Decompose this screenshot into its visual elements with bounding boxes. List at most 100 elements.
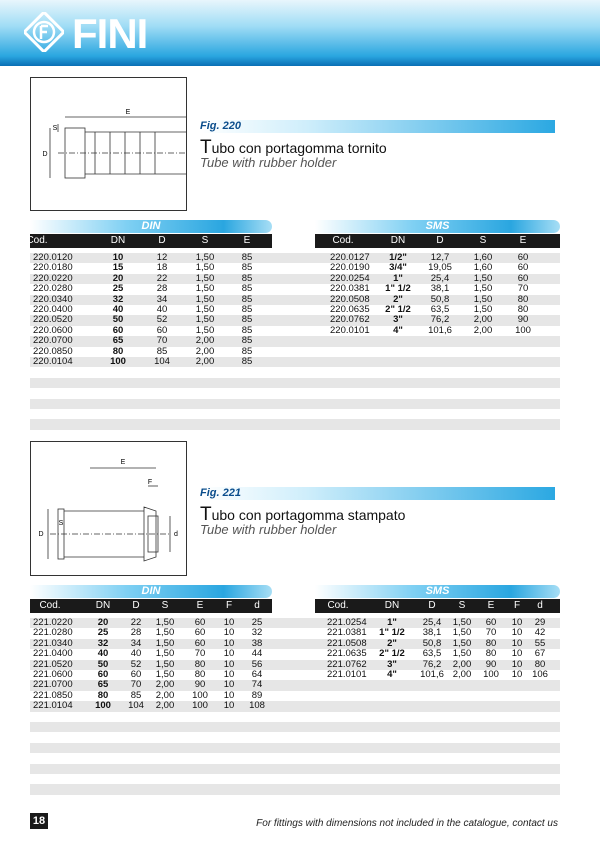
table-cell: 220.0180 <box>33 262 73 274</box>
table-cell: 1,50 <box>195 293 215 305</box>
table-cell: 221.0600 <box>33 669 73 680</box>
row-stripe <box>30 253 560 264</box>
table-cell: 100 <box>483 669 499 680</box>
table-cell: 25,4 <box>422 617 442 628</box>
table-cell: 70 <box>485 627 497 639</box>
table-cell: 10 <box>511 658 523 670</box>
table-cell: 85 <box>241 356 253 367</box>
row-stripe <box>30 357 560 368</box>
table-cell: 25,4 <box>430 272 450 284</box>
table-cell: 63,5 <box>422 648 442 660</box>
table-cell: 80 <box>485 637 497 649</box>
figure-number: Fig. 221 <box>200 487 555 500</box>
table-cell: 221.0700 <box>33 679 73 691</box>
table-cell: 12,7 <box>430 252 450 263</box>
column-header: DN <box>390 235 406 246</box>
table-cell: 1,50 <box>473 293 493 305</box>
dim-label: d <box>174 531 178 538</box>
table-cell: 85 <box>241 304 253 315</box>
column-header: D <box>428 600 436 611</box>
table-cell: 55 <box>534 637 546 649</box>
drawing: E S D <box>42 109 187 179</box>
table-cell: 74 <box>251 679 263 691</box>
table-cell: 32 <box>112 293 124 305</box>
table-cell: 220.0762 <box>330 314 370 326</box>
table-cell: 38,1 <box>422 627 442 639</box>
table-cell: 220.0254 <box>330 272 370 284</box>
table-cell: 220.0700 <box>33 335 73 347</box>
table-cell: 89 <box>251 689 263 701</box>
row-stripe <box>30 273 560 285</box>
table-cell: 22 <box>130 617 142 628</box>
table-cell: 1,50 <box>452 637 472 649</box>
table-cell: 85 <box>241 293 253 305</box>
table-cell: 221.0520 <box>33 658 73 670</box>
table-cell: 25 <box>112 283 124 295</box>
table-cell: 85 <box>241 283 253 295</box>
dim-label: F <box>148 479 152 486</box>
column-header: Cod. <box>26 235 48 246</box>
table-cell: 1" 1/2 <box>379 627 405 639</box>
table-cell: 19,05 <box>428 262 452 274</box>
table-cell: 10 <box>223 679 235 691</box>
column-header: D <box>158 235 166 246</box>
table-cell: 63,5 <box>430 304 450 315</box>
column-header: Cod. <box>332 235 354 246</box>
row-stripe <box>30 377 560 389</box>
table-cell: 50,8 <box>422 637 442 649</box>
subtitle: Tube with rubber holder <box>200 155 337 170</box>
figure-box <box>30 441 187 576</box>
table-cell: 2,00 <box>155 700 175 712</box>
table-cell: 220.0340 <box>33 293 73 305</box>
table-cell: 220.0520 <box>33 314 73 326</box>
table-cell: 1,50 <box>195 314 215 326</box>
table-cell: 60 <box>112 324 124 336</box>
column-header: S <box>479 235 487 246</box>
table-cell: 220.0635 <box>330 304 370 315</box>
column-header: d <box>254 600 260 611</box>
table-cell: 90 <box>485 658 497 670</box>
column-header: DN <box>110 235 126 246</box>
table-cell: 2,00 <box>473 324 493 336</box>
row-stripe <box>30 315 560 326</box>
table-cell: 34 <box>156 293 168 305</box>
logo-text: FINI <box>72 10 148 57</box>
table-cell: 1,50 <box>473 272 493 284</box>
table-cell: 70 <box>156 335 168 347</box>
table-cell: 32 <box>97 637 109 649</box>
table-cell: 221.0104 <box>33 700 73 712</box>
table-cell: 80 <box>485 648 497 660</box>
table-cell: 80 <box>194 669 206 680</box>
table-cell: 2,00 <box>155 679 175 691</box>
table-cell: 60 <box>517 252 529 263</box>
row-stripe <box>30 701 560 712</box>
table-cell: 10 <box>112 252 124 263</box>
table-cell: 60 <box>194 617 206 628</box>
column-header: DN <box>95 600 111 611</box>
figure-box <box>30 77 187 211</box>
table-cell: 221.0850 <box>33 689 73 701</box>
table-cell: 1,50 <box>195 252 215 263</box>
table-cell: 40 <box>112 304 124 315</box>
table-cell: 220.0400 <box>33 304 73 315</box>
table-cell: 64 <box>251 669 263 680</box>
page-number: 18 <box>30 813 48 829</box>
row-stripe <box>30 336 560 347</box>
table-cell: 100 <box>192 689 208 701</box>
table-cell: 10 <box>223 658 235 670</box>
table-cell: 1,50 <box>195 272 215 284</box>
table-cell: 221.0101 <box>327 669 367 680</box>
table-cell: 4" <box>393 324 403 336</box>
table-cell: 1" <box>387 617 397 628</box>
table-cell: 80 <box>194 658 206 670</box>
table-cell: 220.0508 <box>330 293 370 305</box>
row-stripe <box>30 398 560 409</box>
figure-number: Fig. 220 <box>200 120 555 133</box>
table-cell: 10 <box>223 700 235 712</box>
drawing: E F S D d <box>38 459 178 562</box>
table-cell: 220.0127 <box>330 252 370 263</box>
table-name: SMS <box>315 220 560 233</box>
table-cell: 40 <box>97 648 109 660</box>
column-header: D <box>132 600 140 611</box>
table-cell: 60 <box>130 669 142 680</box>
